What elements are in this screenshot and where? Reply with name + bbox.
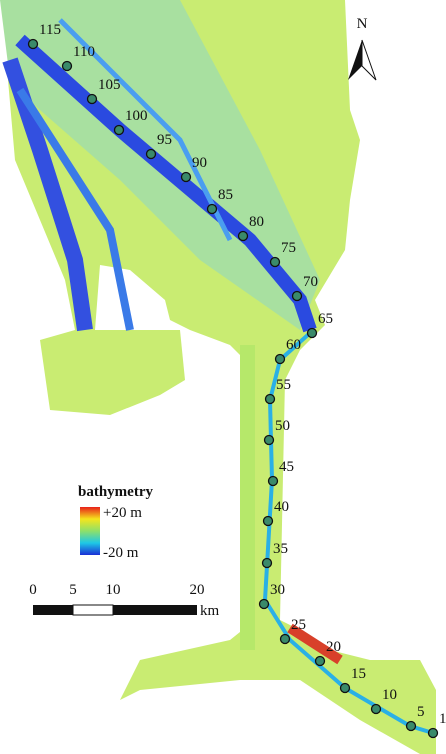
scale-bar: 0 5 10 20 km xyxy=(29,582,219,619)
station xyxy=(208,205,217,214)
station xyxy=(263,559,272,568)
station-label: 30 xyxy=(270,582,285,598)
station xyxy=(276,355,285,364)
station-label: 95 xyxy=(157,132,172,148)
station xyxy=(308,329,317,338)
color-ramp xyxy=(80,507,100,555)
station-label: 75 xyxy=(281,240,296,256)
station-label: 80 xyxy=(249,214,264,230)
scale-label: 5 xyxy=(69,582,77,598)
scale-unit: km xyxy=(200,603,220,619)
station xyxy=(429,729,438,738)
station xyxy=(269,477,278,486)
scale-label: 10 xyxy=(106,582,121,598)
station-label: 65 xyxy=(318,311,333,327)
station-label: 45 xyxy=(279,459,294,475)
station-label: 40 xyxy=(274,499,289,515)
station-label: 60 xyxy=(286,337,301,353)
legend: bathymetry +20 m -20 m xyxy=(78,484,153,561)
map: N 11511010510095908580757065605550454035… xyxy=(0,0,446,754)
station xyxy=(63,62,72,71)
station xyxy=(281,635,290,644)
station-label: 10 xyxy=(382,687,397,703)
station xyxy=(293,292,302,301)
station xyxy=(407,722,416,731)
station xyxy=(88,95,97,104)
scale-label: 0 xyxy=(29,582,37,598)
legend-max: +20 m xyxy=(103,505,142,521)
land xyxy=(0,0,436,754)
station xyxy=(341,684,350,693)
station-label: 1 xyxy=(439,711,446,727)
station-label: 15 xyxy=(351,666,366,682)
station-label: 20 xyxy=(326,639,341,655)
station xyxy=(29,40,38,49)
station xyxy=(260,600,269,609)
station-label: 110 xyxy=(73,44,95,60)
station xyxy=(265,436,274,445)
station-label: 25 xyxy=(291,617,306,633)
station-label: 5 xyxy=(417,704,425,720)
station xyxy=(264,517,273,526)
station xyxy=(372,705,381,714)
station-label: 70 xyxy=(303,274,318,290)
station xyxy=(266,395,275,404)
station-label: 85 xyxy=(218,187,233,203)
north-arrow: N xyxy=(348,16,376,80)
station-label: 35 xyxy=(273,541,288,557)
station xyxy=(115,126,124,135)
scale-label: 20 xyxy=(190,582,205,598)
station xyxy=(316,657,325,666)
station xyxy=(182,173,191,182)
station-label: 55 xyxy=(276,377,291,393)
legend-title: bathymetry xyxy=(78,484,153,500)
north-label: N xyxy=(357,16,368,32)
station-label: 90 xyxy=(192,155,207,171)
station-label: 105 xyxy=(98,77,121,93)
legend-min: -20 m xyxy=(103,545,139,561)
station xyxy=(239,232,248,241)
station-label: 100 xyxy=(125,108,148,124)
station-label: 50 xyxy=(275,418,290,434)
station-label: 115 xyxy=(39,22,61,38)
station xyxy=(271,258,280,267)
station xyxy=(147,150,156,159)
